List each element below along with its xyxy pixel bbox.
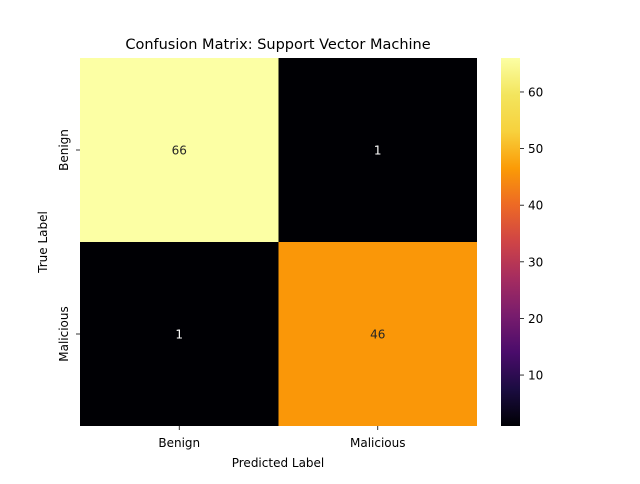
y-tick-label: Benign <box>57 129 71 171</box>
colorbar-tick-label: 10 <box>528 369 543 383</box>
colorbar-tick-label: 30 <box>528 255 543 269</box>
y-axis-ticks: Benign Malicious <box>57 129 80 362</box>
cell-annotations: 66 1 1 46 <box>172 144 386 342</box>
colorbar-tick-label: 40 <box>528 199 543 213</box>
colorbar-tick-label: 20 <box>528 312 543 326</box>
colorbar-ticks: 10 20 30 40 50 60 <box>520 85 543 383</box>
x-axis-label: Predicted Label <box>232 456 325 470</box>
x-axis-ticks: Benign Malicious <box>158 426 406 450</box>
heatmap-cell-1-1 <box>278 242 477 426</box>
chart-title: Confusion Matrix: Support Vector Machine <box>125 37 430 53</box>
colorbar-tick-label: 50 <box>528 142 543 156</box>
y-axis-label: True Label <box>36 211 50 274</box>
x-tick-label: Malicious <box>350 436 406 450</box>
y-tick-label: Malicious <box>57 306 71 362</box>
cell-annotation-0-0: 66 <box>172 144 187 158</box>
heatmap-cell-0-1 <box>278 58 477 242</box>
cell-annotation-1-0: 1 <box>175 328 183 342</box>
colorbar-tick-label: 60 <box>528 85 543 99</box>
heatmap-cell-0-0 <box>80 58 279 242</box>
colorbar <box>501 58 520 426</box>
heatmap-cell-1-0 <box>80 242 279 426</box>
x-tick-label: Benign <box>158 436 200 450</box>
heatmap-cells <box>80 58 477 426</box>
cell-annotation-1-1: 46 <box>370 328 385 342</box>
cell-annotation-0-1: 1 <box>374 144 382 158</box>
